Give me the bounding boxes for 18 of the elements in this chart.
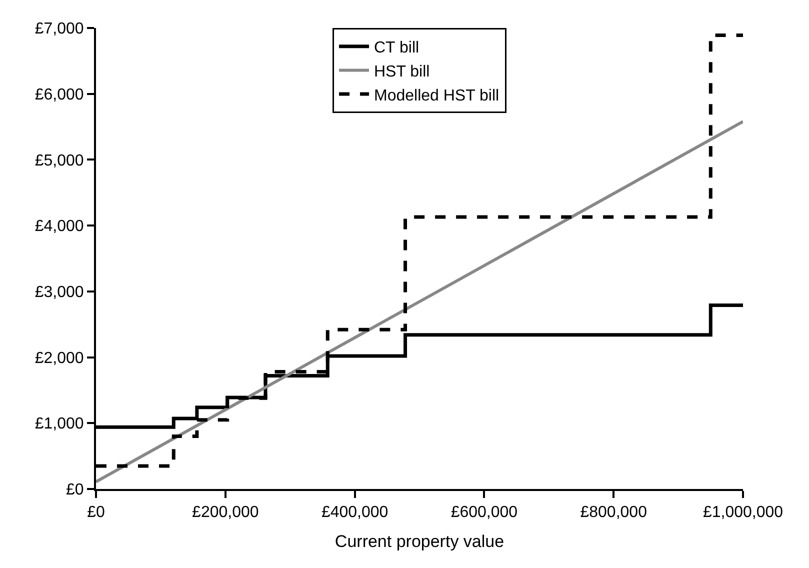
x-axis-title: Current property value bbox=[334, 532, 504, 552]
x-tick-label: £600,000 bbox=[450, 504, 518, 522]
x-tick-label: £200,000 bbox=[192, 504, 259, 522]
y-tick-label: £5,000 bbox=[34, 152, 84, 170]
x-tick-label: £800,000 bbox=[580, 504, 648, 522]
y-tick-label: £6,000 bbox=[34, 86, 84, 104]
y-tick-label: £4,000 bbox=[34, 218, 84, 236]
y-tick-label: £1,000 bbox=[34, 416, 84, 433]
y-tick-label: £3,000 bbox=[34, 284, 84, 302]
y-tick-label: £2,000 bbox=[34, 350, 84, 367]
legend-label: CT bill bbox=[374, 40, 420, 57]
y-tick-label: £7,000 bbox=[34, 20, 84, 38]
legend-label: Modelled HST bill bbox=[374, 87, 500, 104]
x-tick-label: £0 bbox=[87, 504, 105, 522]
legend-label: HST bill bbox=[374, 63, 430, 80]
y-tick-label: £0 bbox=[66, 482, 84, 499]
x-tick-label: £400,000 bbox=[321, 504, 388, 522]
x-tick-label: £1,000,000 bbox=[702, 504, 784, 522]
